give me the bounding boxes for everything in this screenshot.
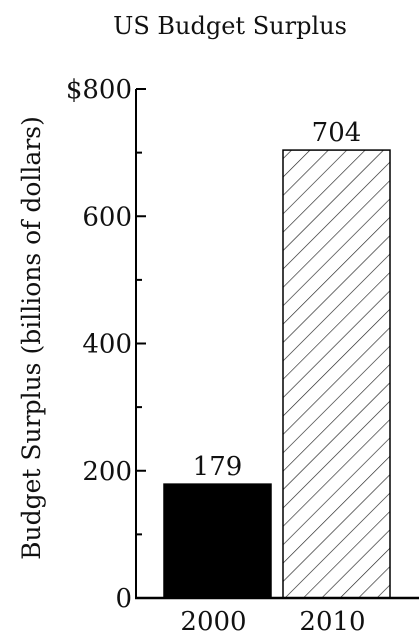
x-tick-label-2000: 2000 [180, 607, 246, 637]
y-tick-label: 400 [82, 330, 132, 360]
y-axis-ticks: 0 200 400 600 $800 [66, 75, 146, 614]
data-label-2000: 179 [193, 452, 243, 482]
y-tick-label: 600 [82, 202, 132, 232]
bars [163, 149, 391, 599]
x-tick-label-2010: 2010 [299, 607, 365, 637]
y-tick-label: $800 [66, 75, 132, 105]
chart-title: US Budget Surplus [113, 12, 347, 40]
x-axis-labels: 2000 2010 [180, 607, 365, 637]
bar-2010 [282, 149, 391, 599]
data-label-2010: 704 [312, 118, 362, 148]
y-tick-label: 0 [115, 584, 132, 614]
y-tick-label: 200 [82, 457, 132, 487]
bar-2000 [163, 483, 272, 599]
y-axis-label: Budget Surplus (billions of dollars) [17, 116, 46, 560]
data-labels: 179 704 [193, 118, 362, 482]
